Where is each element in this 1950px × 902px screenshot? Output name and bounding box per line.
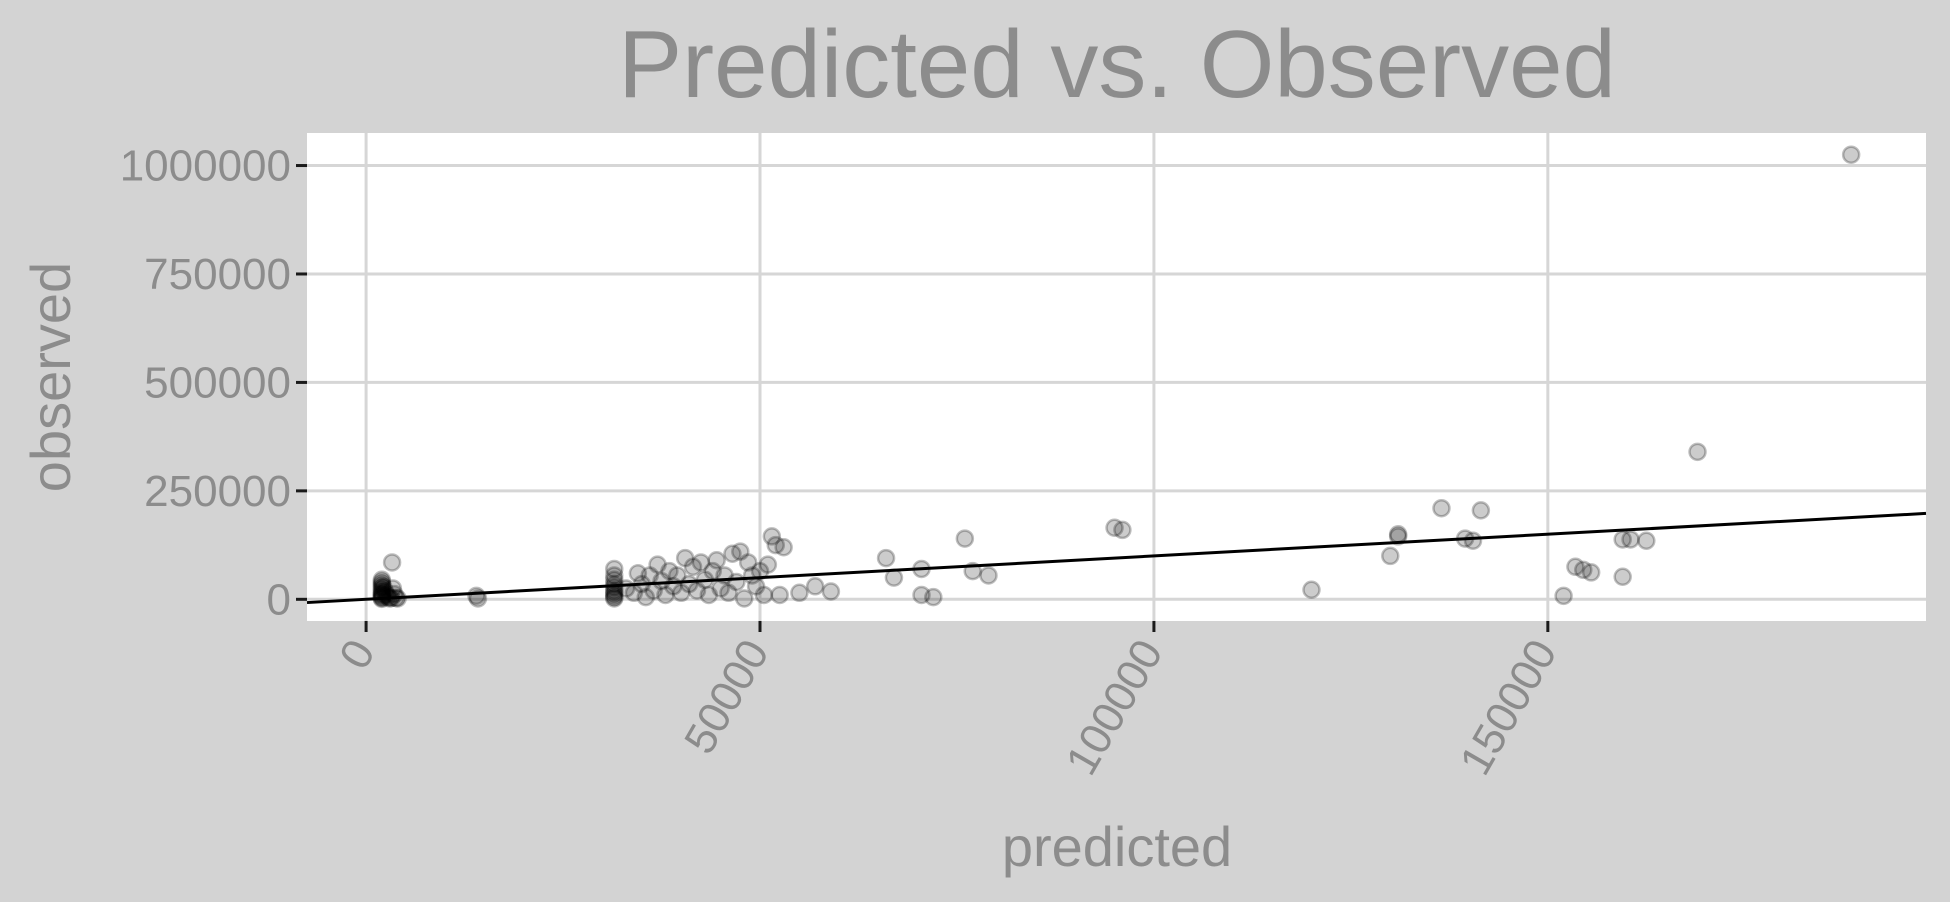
data-point bbox=[382, 553, 402, 572]
data-point bbox=[1841, 145, 1861, 164]
data-point bbox=[770, 585, 789, 605]
data-point bbox=[1113, 520, 1132, 540]
data-point bbox=[727, 572, 746, 592]
y-tick-label: 500000 bbox=[144, 358, 291, 407]
data-point bbox=[719, 583, 738, 603]
data-point bbox=[605, 570, 624, 590]
data-point bbox=[1613, 567, 1632, 587]
data-point bbox=[605, 587, 624, 607]
data-point bbox=[605, 559, 624, 579]
x-axis-title: predicted bbox=[1002, 815, 1232, 878]
data-point bbox=[1471, 501, 1491, 520]
data-point bbox=[979, 566, 998, 585]
x-tick-label: 50000 bbox=[675, 632, 779, 762]
data-point bbox=[660, 561, 679, 581]
data-point bbox=[628, 564, 648, 583]
plot-panel bbox=[307, 133, 1926, 621]
data-point bbox=[374, 577, 393, 597]
y-axis-title: observed bbox=[19, 262, 82, 492]
data-point bbox=[1621, 530, 1640, 549]
data-point bbox=[648, 555, 667, 574]
data-point bbox=[691, 553, 711, 572]
data-point bbox=[636, 587, 656, 607]
grid-layer bbox=[307, 133, 1926, 621]
data-point bbox=[790, 583, 809, 603]
data-point bbox=[605, 589, 624, 608]
data-point bbox=[1566, 557, 1585, 577]
data-point bbox=[1581, 563, 1601, 582]
data-point bbox=[1105, 518, 1124, 537]
data-point bbox=[723, 544, 742, 564]
data-point bbox=[731, 542, 750, 561]
data-point bbox=[1302, 580, 1321, 600]
data-point bbox=[707, 551, 726, 570]
data-point bbox=[1574, 560, 1593, 580]
data-point bbox=[766, 535, 786, 555]
data-point bbox=[1688, 442, 1707, 462]
data-point bbox=[924, 587, 943, 607]
data-point bbox=[758, 555, 778, 574]
y-tick-label: 250000 bbox=[144, 467, 291, 516]
y-tick-label: 0 bbox=[267, 575, 291, 624]
data-point bbox=[372, 577, 392, 596]
y-tick-label: 1000000 bbox=[120, 142, 291, 191]
data-point bbox=[656, 585, 675, 605]
data-point bbox=[774, 538, 793, 557]
data-point bbox=[1381, 546, 1400, 566]
data-point bbox=[762, 527, 782, 546]
x-tick-label: 0 bbox=[330, 632, 385, 678]
data-point bbox=[876, 548, 896, 568]
x-tick-label: 100000 bbox=[1057, 632, 1173, 784]
data-point bbox=[1637, 531, 1656, 551]
data-point bbox=[1432, 498, 1451, 518]
data-point bbox=[605, 566, 624, 585]
data-point bbox=[1554, 586, 1573, 606]
data-point bbox=[805, 577, 825, 596]
data-point bbox=[955, 529, 975, 548]
data-point bbox=[1388, 527, 1408, 546]
data-point bbox=[372, 579, 392, 598]
data-point bbox=[754, 585, 774, 605]
data-point bbox=[699, 585, 719, 605]
data-point bbox=[671, 583, 691, 603]
data-point bbox=[687, 581, 707, 600]
fit-layer bbox=[306, 511, 1927, 605]
fit-line bbox=[306, 511, 1927, 605]
data-point bbox=[652, 571, 671, 591]
chart-title: Predicted vs. Observed bbox=[618, 11, 1616, 118]
data-point bbox=[372, 574, 392, 594]
data-point bbox=[734, 589, 754, 608]
y-tick-label: 750000 bbox=[144, 250, 291, 299]
data-point bbox=[821, 582, 841, 601]
data-point bbox=[675, 548, 695, 568]
data-point bbox=[1463, 531, 1483, 551]
x-tick-label: 150000 bbox=[1451, 632, 1567, 784]
data-point bbox=[738, 553, 758, 572]
data-point bbox=[372, 570, 392, 590]
data-point bbox=[912, 585, 931, 605]
data-point bbox=[372, 572, 392, 592]
data-point bbox=[683, 557, 703, 577]
